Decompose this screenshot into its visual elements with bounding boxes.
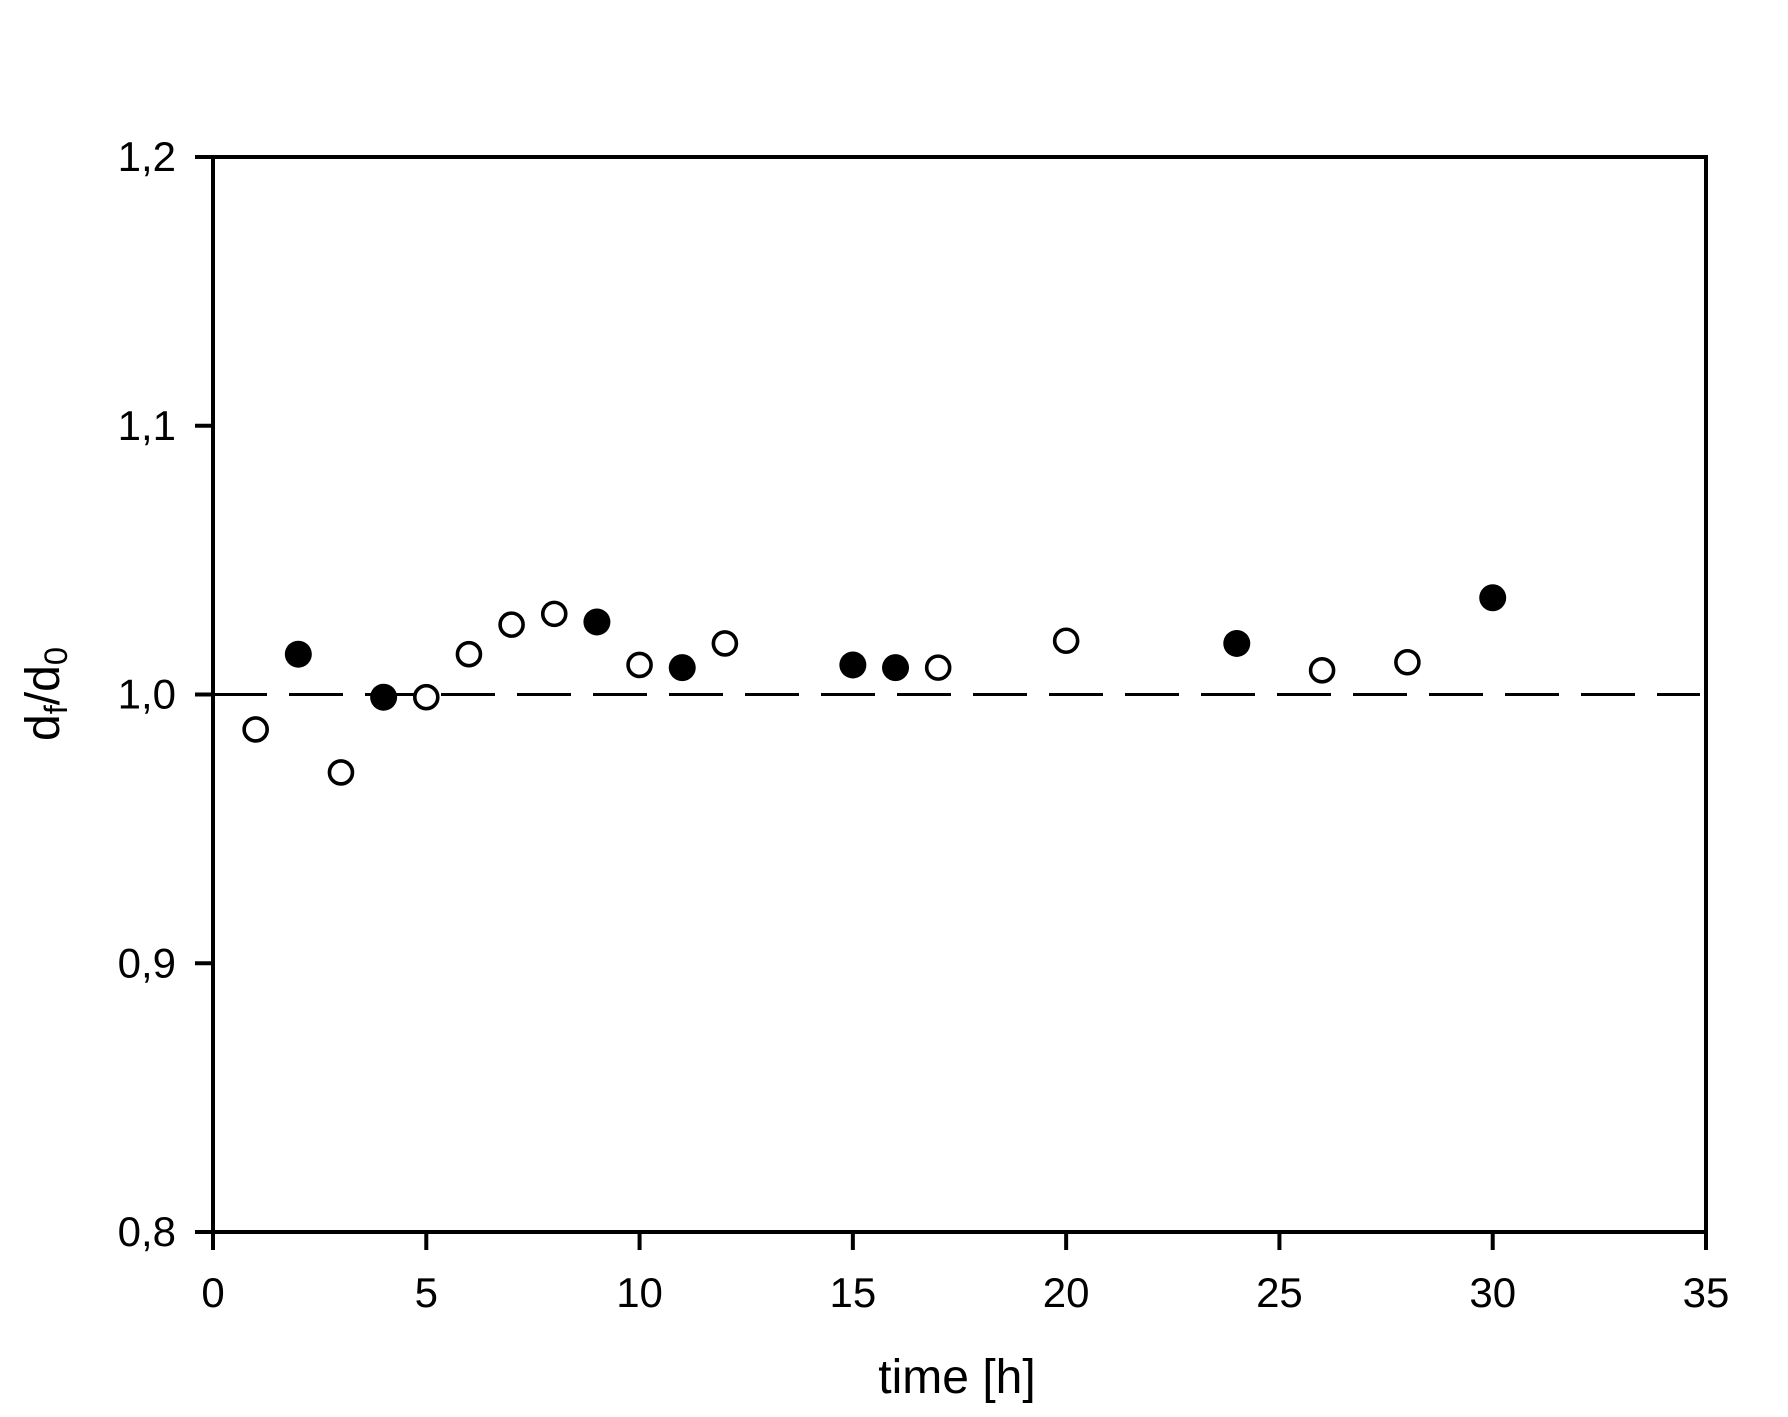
data-point-open-circle [924, 654, 952, 681]
data-point-open-circle [626, 651, 653, 679]
x-axis-tick-label: 30 [1469, 1269, 1516, 1316]
data-point-open-circle [1052, 627, 1080, 655]
data-point-open-circle [412, 683, 440, 711]
x-axis-tick-label: 10 [616, 1269, 663, 1316]
y-title-base2: d [17, 665, 70, 692]
x-axis-tick-label: 15 [829, 1269, 876, 1316]
data-point-filled-circle [284, 640, 312, 668]
data-point-open-circle [711, 630, 739, 657]
data-point-filled-circle [882, 654, 910, 682]
data-point-filled-circle [839, 651, 867, 679]
x-axis-tick-label: 20 [1043, 1269, 1090, 1316]
y-axis-tick-label: 1,1 [118, 402, 176, 449]
x-axis-tick-label: 5 [415, 1269, 438, 1316]
y-title-base1: d [17, 714, 70, 741]
data-point-open-circle [1394, 648, 1421, 676]
y-axis-tick-label: 1,2 [118, 133, 176, 180]
y-axis-tick-label: 1,0 [118, 671, 176, 718]
y-axis-title: df/d0 [17, 647, 74, 741]
data-point-filled-circle [1479, 584, 1507, 612]
data-point-open-circle [242, 716, 269, 743]
data-point-open-circle [498, 611, 525, 638]
data-point-open-circle [540, 600, 568, 628]
data-point-open-circle [327, 759, 355, 786]
x-axis-tick-label: 0 [201, 1269, 224, 1316]
x-axis-tick-label: 35 [1683, 1269, 1730, 1316]
y-title-sub2: 0 [36, 647, 74, 666]
data-point-filled-circle [668, 654, 696, 682]
x-axis-title: time [h] [878, 1351, 1036, 1404]
data-point-open-circle [1308, 657, 1336, 684]
y-title-divider: / [17, 691, 70, 706]
y-axis-tick-label: 0,8 [118, 1208, 176, 1255]
y-axis-tick-label: 0,9 [118, 939, 176, 986]
x-axis-tick-label: 25 [1256, 1269, 1303, 1316]
y-title-sub1: f [36, 705, 74, 715]
data-point-filled-circle [583, 608, 611, 636]
data-point-open-circle [455, 640, 483, 668]
data-point-filled-circle [370, 683, 398, 711]
data-point-filled-circle [1223, 629, 1251, 657]
